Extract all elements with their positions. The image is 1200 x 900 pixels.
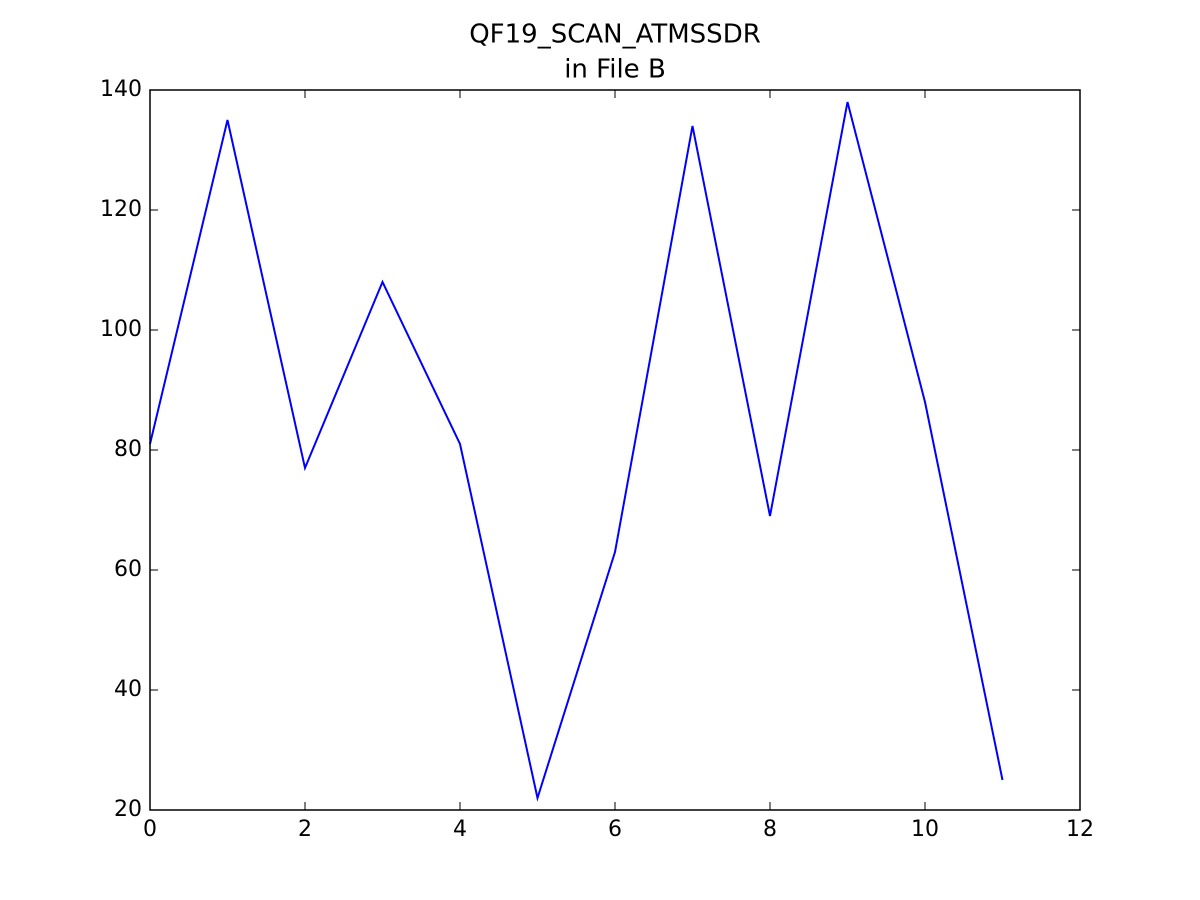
x-tick-label: 12 [1066,817,1094,842]
x-tick-label: 6 [608,817,622,842]
y-tick-label: 60 [114,557,142,582]
x-tick-label: 0 [143,817,157,842]
data-line [149,101,1004,802]
y-tick-label: 140 [100,77,142,102]
y-tick-label: 20 [114,797,142,822]
y-tick-label: 80 [114,437,142,462]
y-tick-label: 100 [100,317,142,342]
x-tick-label: 10 [911,817,939,842]
chart-subtitle: in File B [564,55,666,85]
x-tick-label: 2 [298,817,312,842]
x-tick-label: 8 [763,817,777,842]
y-tick-label: 120 [100,197,142,222]
chart-title: QF19_SCAN_ATMSSDR [469,20,761,50]
x-tick-label: 4 [453,817,467,842]
y-tick-label: 40 [114,677,142,702]
